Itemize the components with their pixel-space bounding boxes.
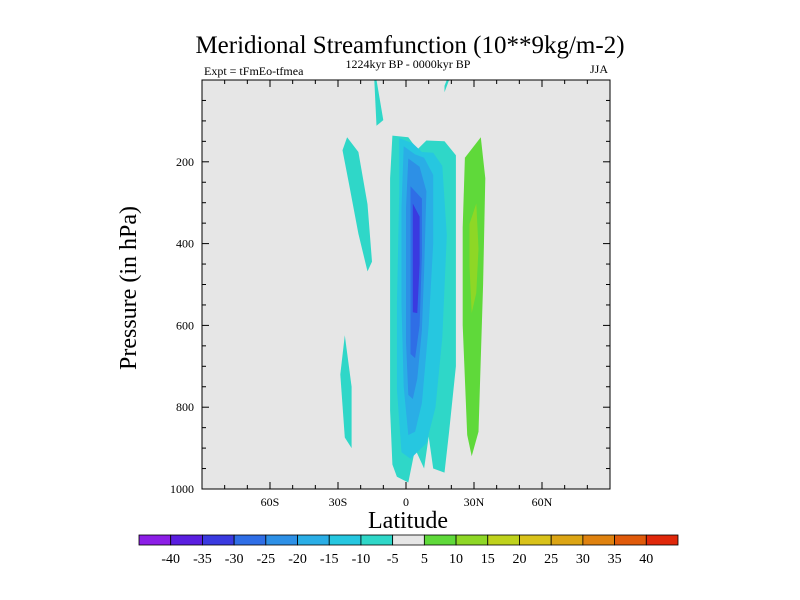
x-tick-label: 30S [329,495,348,509]
y-tick-label: 400 [176,237,194,251]
colorbar-box [392,534,425,546]
colorbar-label: 15 [481,552,495,567]
colorbar-box [297,534,330,546]
colorbar-box [138,534,172,546]
colorbar-box [423,534,457,546]
contour-region-1 [340,335,352,449]
colorbar-label: -5 [387,552,399,567]
colorbar-label: -35 [193,552,212,567]
y-tick-label: 1000 [170,482,194,496]
season-label: JJA [590,62,608,76]
colorbar-box [360,534,394,546]
x-tick-label: 30N [464,495,485,509]
colorbar-label: 35 [608,552,622,567]
y-axis-title: Pressure (in hPa) [116,206,142,370]
colorbar-box [582,534,615,546]
colorbar-box [645,534,679,546]
colorbar-box [265,534,298,546]
x-tick-label: 60N [532,495,553,509]
experiment-label: Expt = tFmEo-tfmea [204,64,304,78]
contour-region-2 [374,80,384,126]
colorbar-box [487,534,520,546]
contour-fills [340,80,486,483]
colorbar-box [455,534,489,546]
colorbar-label: 5 [421,552,428,567]
contour-region-3 [444,80,450,93]
colorbar-label: -40 [161,552,180,567]
colorbar-box [614,534,647,546]
colorbar-box [202,534,235,546]
colorbar-label: 25 [544,552,558,567]
x-tick-label: 0 [403,495,409,509]
colorbar-box [233,534,267,546]
colorbar-box [328,534,362,546]
colorbar-label: -10 [352,552,371,567]
y-tick-label: 600 [176,318,194,332]
period-label: 1224kyr BP - 0000kyr BP [346,57,471,71]
colorbar-label: -15 [320,552,339,567]
contour-region-11 [469,203,479,314]
contour-region-0 [342,137,372,272]
axis-ticks: 60S 30S 0 30N 60N 200 400 600 800 1000 [170,80,610,509]
colorbar-label: 10 [449,552,463,567]
colorbar-label: 40 [639,552,653,567]
colorbar-label: 20 [512,552,526,567]
colorbar: -40 -35 -30 -25 -20 -15 -10 -5 5 10 15 20 25 30 35 40 [138,534,679,567]
colorbar-box [519,534,552,546]
colorbar-box [550,534,584,546]
colorbar-label: -30 [225,552,244,567]
contour-region-9 [412,203,420,314]
y-tick-label: 800 [176,400,194,414]
x-axis-title: Latitude [368,508,448,534]
x-tick-label: 60S [261,495,280,509]
y-tick-label: 200 [176,155,194,169]
colorbar-label: -20 [288,552,307,567]
colorbar-label: 30 [576,552,590,567]
chart-title: Meridional Streamfunction (10**9kg/m-2) [195,32,624,59]
colorbar-box [170,534,203,546]
colorbar-label: -25 [256,552,275,567]
